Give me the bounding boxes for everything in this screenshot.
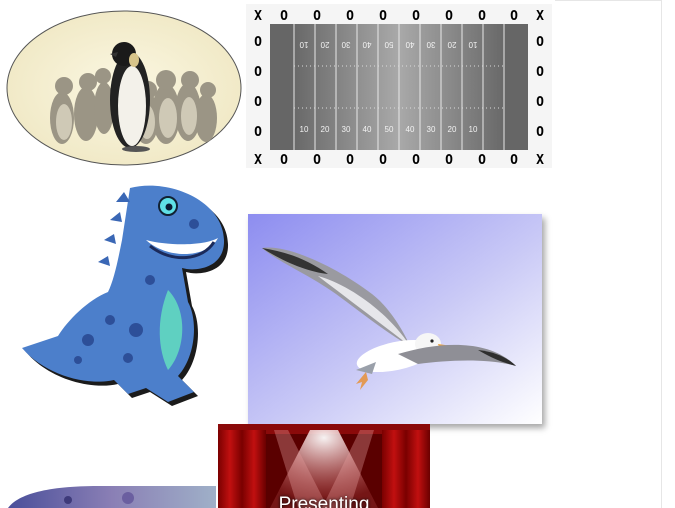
- field-ring-mark: O: [445, 9, 453, 24]
- yard-number-bottom: 50: [385, 125, 394, 134]
- field-ring-mark: O: [412, 9, 420, 24]
- yard-number-bottom: 30: [342, 125, 351, 134]
- penguin-group-icon: [6, 10, 242, 166]
- football-field-icon: X X X X O O O O O O O O O O O O O O O O …: [246, 4, 552, 168]
- yard-number-bottom: 10: [469, 125, 478, 134]
- yard-number-bottom: 10: [300, 125, 309, 134]
- yard-number-top: 10: [299, 40, 308, 49]
- frame-edge-right: [661, 0, 662, 508]
- blue-dinosaur-image[interactable]: [18, 180, 238, 412]
- yard-number-bottom: 40: [363, 125, 372, 134]
- field-ring-mark: O: [536, 125, 544, 140]
- partial-image[interactable]: [8, 484, 216, 508]
- field-ring-mark: O: [478, 153, 486, 168]
- field-ring-mark: O: [510, 9, 518, 24]
- yard-number-top: 40: [362, 40, 371, 49]
- field-ring-mark: O: [510, 153, 518, 168]
- field-ring-mark: O: [379, 9, 387, 24]
- seagull-icon: [248, 214, 542, 424]
- stage-caption: Presenting: [278, 494, 370, 508]
- field-ring-mark: O: [254, 65, 262, 80]
- field-corner-mark: X: [254, 9, 262, 24]
- field-ring-mark: O: [280, 153, 288, 168]
- partial-icon: [8, 486, 216, 508]
- yard-number-top: 50: [384, 40, 393, 49]
- field-ring-mark: O: [412, 153, 420, 168]
- yard-number-top: 30: [341, 40, 350, 49]
- theater-stage-icon: [218, 424, 430, 508]
- field-ring-mark: O: [254, 95, 262, 110]
- field-ring-mark: O: [346, 9, 354, 24]
- field-corner-mark: X: [536, 153, 544, 168]
- yard-number-top: 20: [447, 40, 456, 49]
- field-ring-mark: O: [254, 125, 262, 140]
- field-corner-mark: X: [254, 153, 262, 168]
- yard-number-bottom: 20: [448, 125, 457, 134]
- seagull-image[interactable]: [248, 214, 542, 424]
- field-ring-mark: O: [254, 35, 262, 50]
- field-ring-mark: O: [445, 153, 453, 168]
- yard-number-bottom: 20: [321, 125, 330, 134]
- yard-number-top: 40: [405, 40, 414, 49]
- theater-stage-image[interactable]: Presenting: [218, 424, 430, 508]
- field-ring-mark: O: [478, 9, 486, 24]
- field-corner-mark: X: [536, 9, 544, 24]
- yard-number-top: 20: [320, 40, 329, 49]
- field-ring-mark: O: [536, 95, 544, 110]
- yard-number-top: 10: [468, 40, 477, 49]
- yard-number-top: 30: [426, 40, 435, 49]
- field-ring-mark: O: [313, 153, 321, 168]
- field-ring-mark: O: [313, 9, 321, 24]
- field-ring-mark: O: [536, 65, 544, 80]
- frame-edge-top: [555, 0, 661, 1]
- blue-dinosaur-icon: [22, 185, 229, 406]
- field-ring-mark: O: [280, 9, 288, 24]
- field-ring-mark: O: [379, 153, 387, 168]
- field-ring-mark: O: [346, 153, 354, 168]
- yard-number-bottom: 30: [427, 125, 436, 134]
- field-ring-mark: O: [536, 35, 544, 50]
- football-field-image[interactable]: X X X X O O O O O O O O O O O O O O O O …: [246, 4, 552, 168]
- yard-number-bottom: 40: [406, 125, 415, 134]
- penguin-group-image[interactable]: [6, 10, 242, 166]
